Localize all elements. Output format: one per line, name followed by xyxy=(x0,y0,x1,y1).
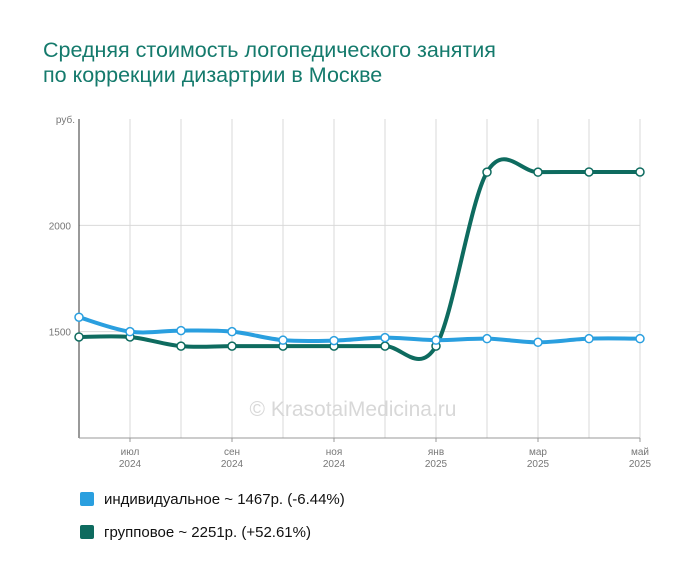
legend-label-group: групповое ~ 2251р. (+52.61%) xyxy=(104,523,311,541)
legend-label-individual: индивидуальное ~ 1467р. (-6.44%) xyxy=(104,490,345,508)
x-tick-label-year: 2024 xyxy=(323,459,346,470)
x-tick-label-month: май xyxy=(631,447,649,458)
x-tick-label-year: 2025 xyxy=(629,459,652,470)
x-tick-label-year: 2024 xyxy=(119,459,142,470)
data-point-individual xyxy=(584,333,594,344)
legend-item-individual: индивидуальное ~ 1467р. (-6.44%) xyxy=(80,488,345,510)
x-tick-label-month: янв xyxy=(428,447,444,458)
data-point-individual xyxy=(74,312,84,322)
x-tick-label-month: мар xyxy=(529,447,547,458)
x-tick-label-year: 2024 xyxy=(221,459,244,470)
chart-title-line-2: по коррекции дизартрии в Москве xyxy=(43,63,383,87)
data-point-individual xyxy=(329,335,339,346)
y-tick-label: 1500 xyxy=(49,328,72,339)
y-tick-label: 2000 xyxy=(49,221,72,232)
data-point-individual xyxy=(482,333,492,344)
legend-item-group: групповое ~ 2251р. (+52.61%) xyxy=(80,521,345,543)
data-point-group xyxy=(74,332,84,342)
x-tick-label-month: ноя xyxy=(326,447,343,458)
data-point-group xyxy=(533,167,543,177)
data-point-individual xyxy=(227,326,237,337)
y-unit-label: руб. xyxy=(56,114,75,126)
chart-title-line-1: Средняя стоимость логопедического заняти… xyxy=(43,38,496,62)
data-point-group xyxy=(635,167,645,177)
data-point-individual xyxy=(533,337,543,348)
data-point-individual xyxy=(278,335,288,345)
x-tick-label-month: июл xyxy=(121,447,140,458)
x-tick-label-month: сен xyxy=(224,447,240,458)
data-point-individual xyxy=(635,333,645,344)
data-point-individual xyxy=(431,335,441,345)
series-line-group xyxy=(77,157,642,361)
data-point-individual xyxy=(125,326,135,337)
series-line-individual xyxy=(77,315,642,345)
data-point-individual xyxy=(176,325,186,336)
watermark: © KrasotaiMedicina.ru xyxy=(250,398,457,421)
legend-swatch-group xyxy=(80,525,94,539)
legend-swatch-individual xyxy=(80,492,94,506)
data-point-group xyxy=(584,167,594,177)
x-tick-label-year: 2025 xyxy=(527,459,550,470)
chart-legend: индивидуальное ~ 1467р. (-6.44%) группов… xyxy=(80,488,345,554)
x-tick-label-year: 2025 xyxy=(425,459,448,470)
data-point-group xyxy=(227,341,237,351)
data-point-group xyxy=(482,167,492,177)
data-point-group xyxy=(380,341,390,351)
chart-title: Средняя стоимость логопедического заняти… xyxy=(43,38,643,88)
data-point-individual xyxy=(380,332,390,343)
data-point-group xyxy=(176,341,186,351)
